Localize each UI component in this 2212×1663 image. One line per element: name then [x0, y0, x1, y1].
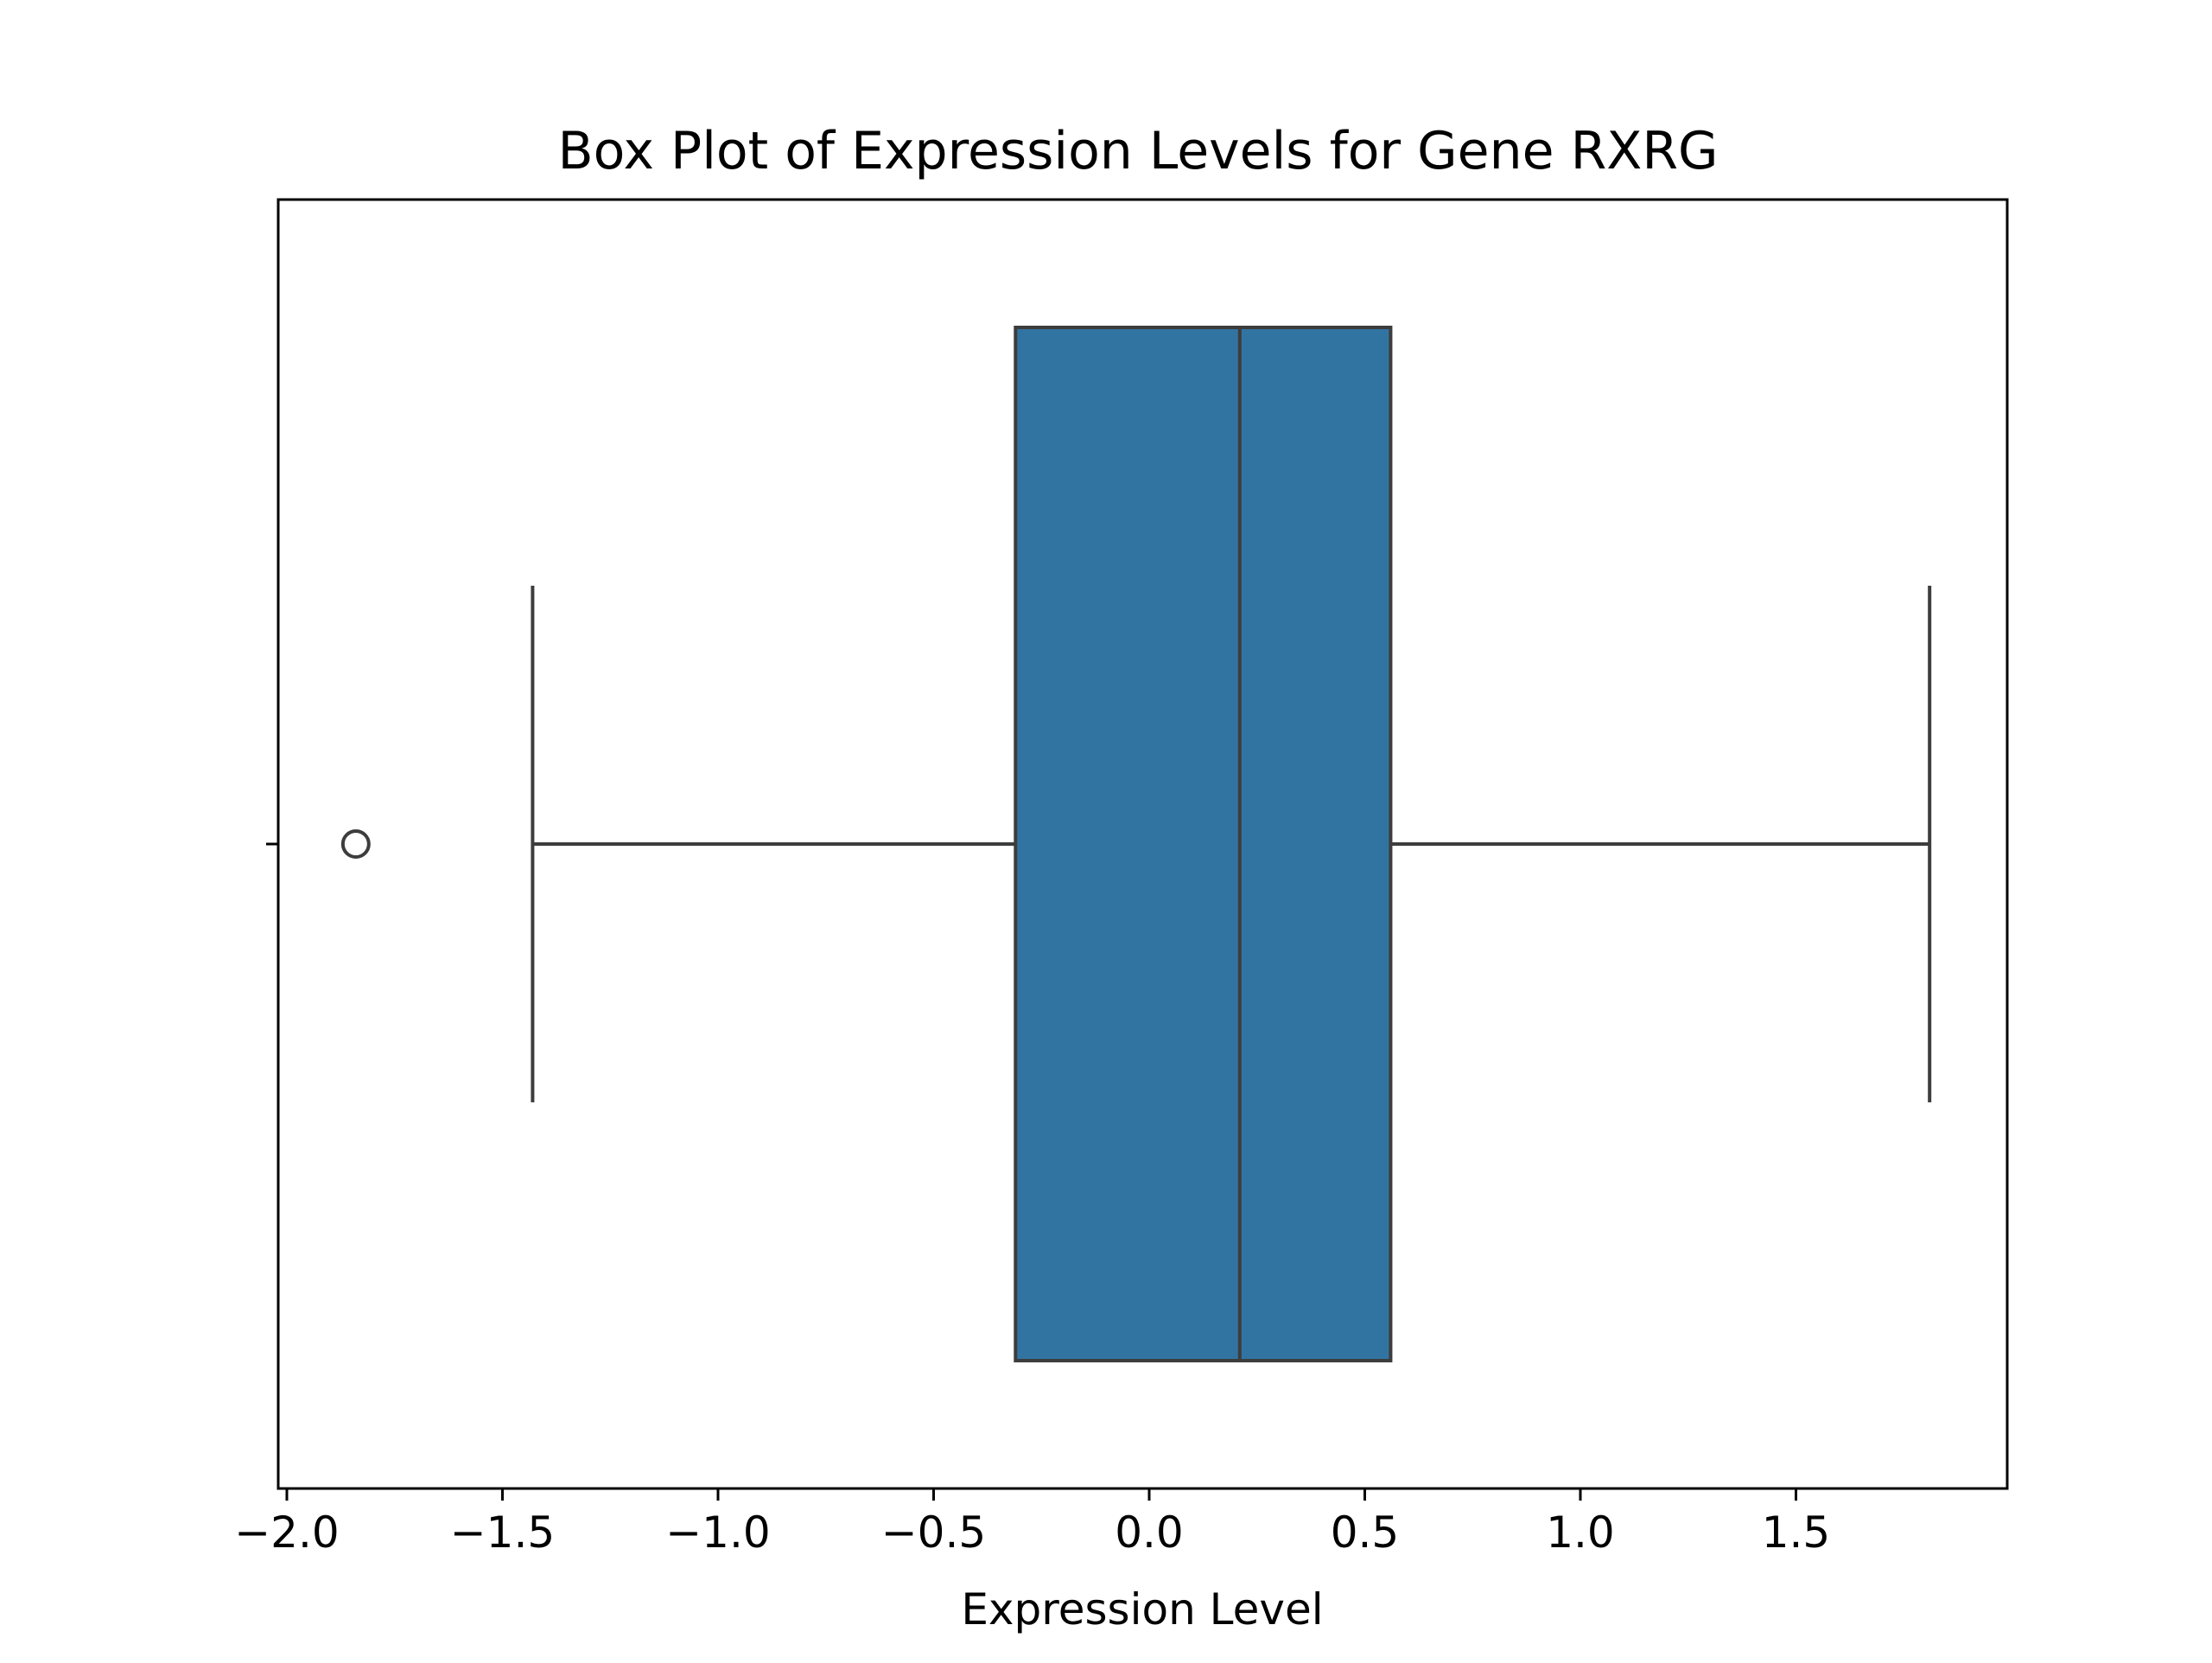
x-axis-label: Expression Level: [961, 1584, 1323, 1634]
x-tick-label: −0.5: [881, 1507, 986, 1558]
outlier-point: [340, 829, 371, 859]
x-tick-label: −1.0: [665, 1507, 770, 1558]
x-axis: −2.0 −1.5 −1.0 −0.5 0.0 0.5 1.0 1.5: [234, 1488, 1830, 1558]
plot-area: [340, 326, 1932, 1362]
x-tick-label: 1.0: [1546, 1507, 1615, 1558]
x-tick-label: 0.0: [1115, 1507, 1184, 1558]
x-tick-label: 1.5: [1762, 1507, 1831, 1558]
x-tick-label: 0.5: [1331, 1507, 1400, 1558]
iqr-box: [1014, 326, 1393, 1362]
x-tick-label: −2.0: [234, 1507, 339, 1558]
chart-title: Box Plot of Expression Levels for Gene R…: [557, 121, 1718, 181]
x-tick-label: −1.5: [450, 1507, 555, 1558]
